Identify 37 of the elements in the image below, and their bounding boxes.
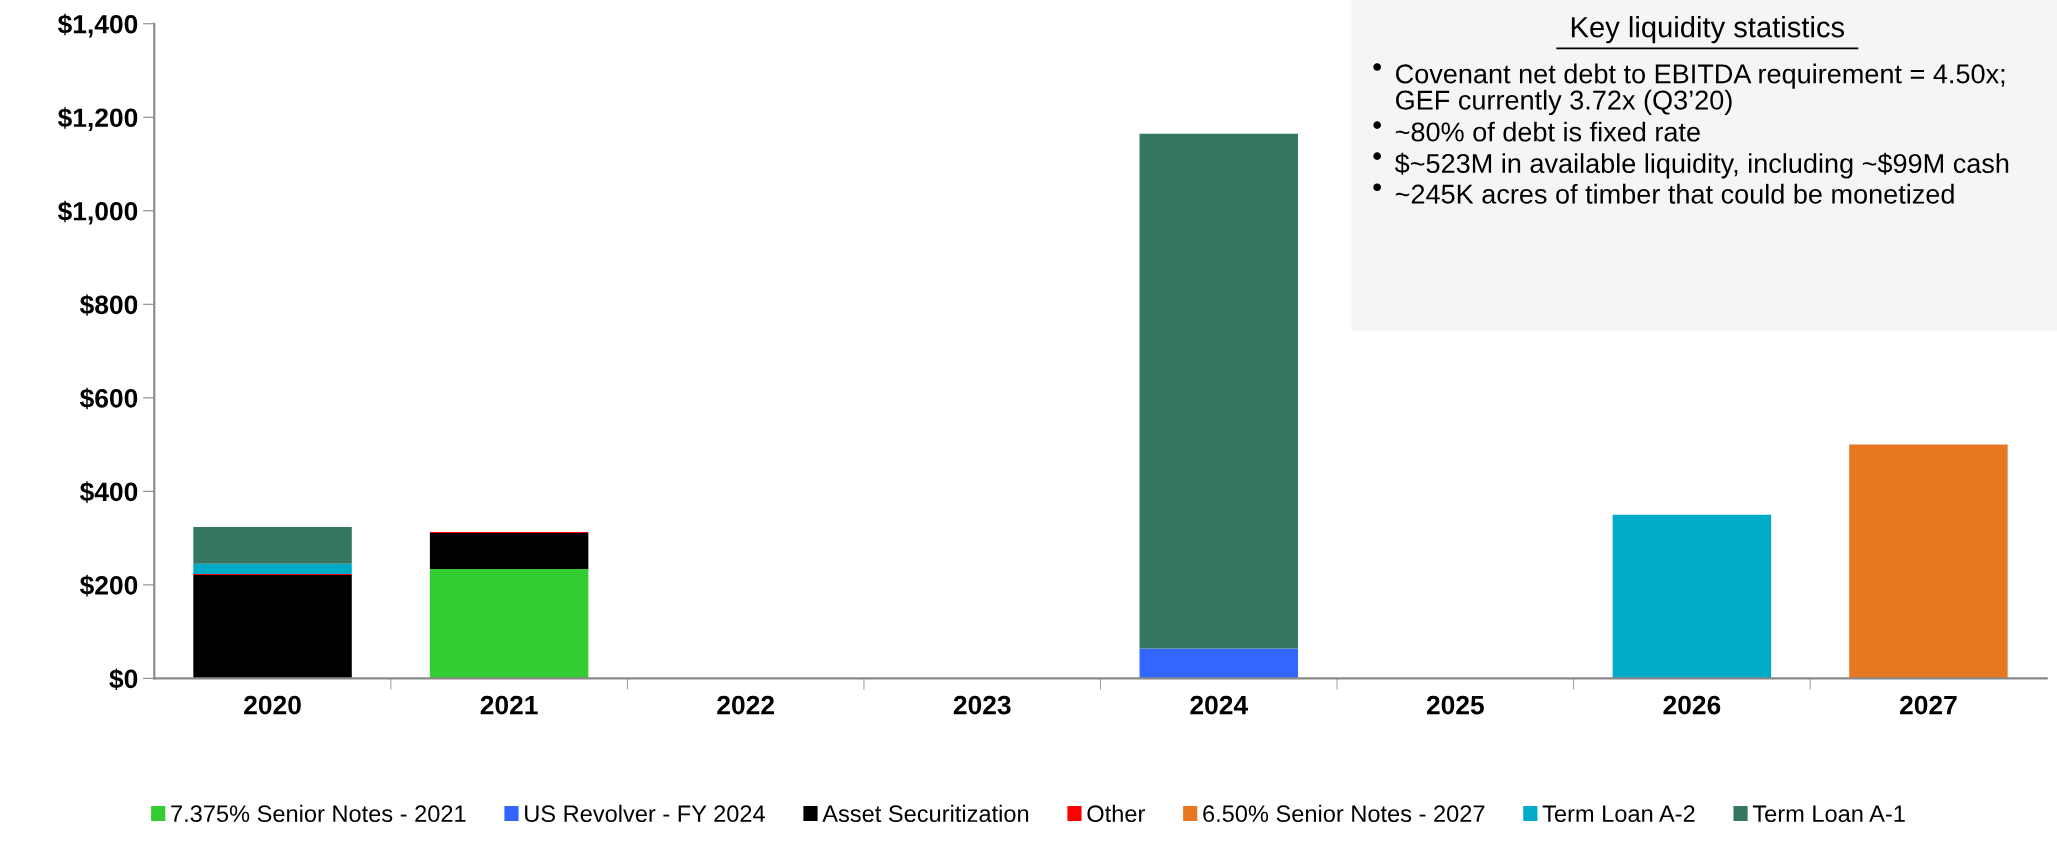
x-tick-label: 2022 (717, 695, 774, 715)
x-tick-label: 2025 (1426, 695, 1484, 715)
annotation: ~245K acres of timber that could be monetized (1395, 183, 1954, 204)
y-tick-label: $0 (109, 668, 138, 690)
legend-label: Term Loan A-2 (1542, 805, 1695, 823)
legend-label: US Revolver - FY 2024 (525, 804, 765, 823)
annotation: ~80% of debt is fixed rate (1395, 121, 1700, 142)
y-tick-label: $1,200 (57, 107, 138, 131)
y-tick-label: $800 (79, 294, 138, 316)
annotation: Covenant net debt to EBITDA requirement = 4.50x; GEF currently 3.72x (Q3’20) (1396, 63, 2005, 116)
y-tick-label: $1,400 (57, 13, 138, 38)
annotation: $~523M in available liquidity, including ~$99M cash (1394, 152, 2009, 179)
bar (1849, 444, 2008, 679)
bar (1612, 514, 1772, 679)
legend-label: Asset Securitization (822, 804, 1029, 823)
x-tick-label: 2027 (1900, 695, 1957, 715)
legend-label: 6.50% Senior Notes - 2027 (1203, 804, 1485, 823)
x-tick-label: 2026 (1663, 695, 1721, 715)
bar (1139, 648, 1299, 679)
bar (429, 568, 589, 679)
annotation: Key liquidity statistics (1571, 16, 1845, 44)
y-tick-label: $1,000 (57, 200, 138, 225)
x-tick-label: 2024 (1190, 695, 1248, 715)
y-tick-label: $400 (79, 481, 138, 503)
x-tick-label: 2023 (953, 695, 1011, 715)
bar (193, 526, 352, 564)
legend-label: Term Loan A-1 (1752, 805, 1905, 823)
bar (193, 563, 352, 575)
x-tick-label: 2021 (480, 695, 538, 715)
x-tick-label: 2020 (244, 695, 301, 715)
legend-label: Other (1087, 804, 1145, 823)
y-tick-label: $200 (79, 574, 138, 597)
bar (193, 575, 352, 679)
y-tick-label: $600 (79, 387, 138, 410)
bar (429, 532, 589, 569)
legend-label: 7.375% Senior Notes - 2021 (171, 804, 466, 823)
bar (1139, 133, 1299, 649)
